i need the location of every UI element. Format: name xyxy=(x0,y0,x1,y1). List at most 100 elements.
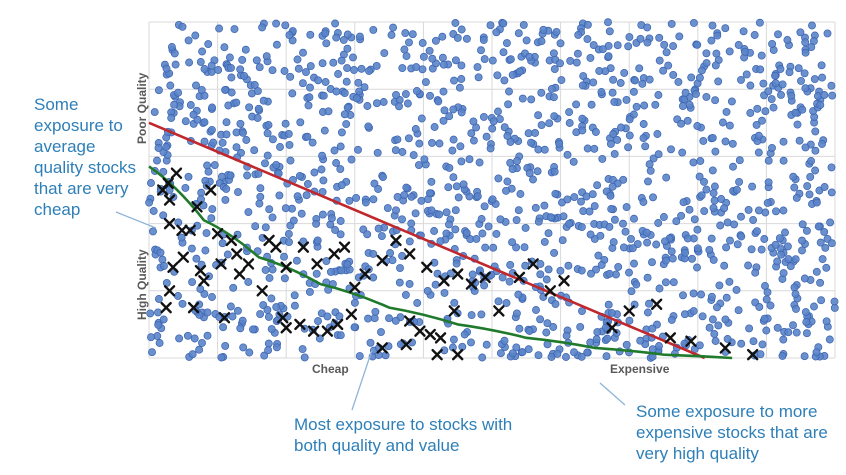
universe-point xyxy=(210,161,219,170)
selected-stock-x xyxy=(294,318,306,331)
universe-point xyxy=(272,19,281,28)
universe-point xyxy=(820,183,829,191)
universe-point xyxy=(260,351,269,360)
universe-point xyxy=(781,228,789,237)
universe-point xyxy=(593,181,602,190)
universe-point xyxy=(153,332,162,340)
universe-point xyxy=(488,124,497,133)
universe-point xyxy=(155,339,164,347)
universe-point xyxy=(450,298,459,307)
selected-stock-x xyxy=(623,305,635,317)
universe-point xyxy=(789,321,797,330)
universe-point xyxy=(583,35,592,44)
universe-point xyxy=(677,211,686,220)
universe-point xyxy=(636,34,645,43)
universe-point xyxy=(500,76,509,85)
universe-point xyxy=(253,87,262,96)
universe-point xyxy=(811,127,820,136)
universe-point xyxy=(696,157,705,165)
universe-point xyxy=(587,100,596,109)
universe-point xyxy=(827,188,836,197)
universe-point xyxy=(549,93,558,102)
universe-point xyxy=(753,227,761,236)
universe-point xyxy=(732,285,741,294)
universe-point xyxy=(515,324,524,333)
universe-point xyxy=(602,352,611,361)
universe-point xyxy=(725,121,734,130)
universe-point xyxy=(340,89,349,98)
universe-point xyxy=(400,45,409,54)
universe-point xyxy=(261,159,269,168)
selected-stock-x xyxy=(277,311,289,324)
universe-point xyxy=(566,56,575,65)
universe-point xyxy=(710,330,719,338)
callout-line-left xyxy=(115,211,157,229)
universe-point xyxy=(733,240,742,249)
universe-point xyxy=(792,304,800,313)
selected-stock-x xyxy=(421,261,433,273)
universe-point xyxy=(565,219,574,228)
universe-point xyxy=(776,65,785,73)
universe-point xyxy=(166,81,175,90)
universe-point xyxy=(154,320,163,329)
universe-point xyxy=(355,87,364,96)
universe-point xyxy=(816,101,825,109)
universe-point xyxy=(748,182,757,191)
universe-point xyxy=(268,213,277,222)
universe-point xyxy=(583,144,592,153)
universe-point xyxy=(467,338,475,347)
universe-point xyxy=(699,136,708,145)
universe-point xyxy=(524,129,533,138)
universe-point xyxy=(297,209,306,218)
selected-stock-x xyxy=(187,301,200,314)
universe-point xyxy=(707,234,716,243)
universe-point xyxy=(227,88,236,97)
universe-point xyxy=(649,154,658,163)
universe-point xyxy=(477,215,486,223)
universe-point xyxy=(469,117,478,126)
universe-point xyxy=(693,244,702,253)
universe-point xyxy=(707,36,716,45)
universe-point xyxy=(149,207,158,215)
universe-point xyxy=(167,114,176,122)
selected-stock-x xyxy=(331,318,344,331)
universe-point xyxy=(369,25,378,34)
universe-point xyxy=(645,299,653,308)
universe-point xyxy=(428,54,437,63)
universe-point xyxy=(201,246,210,255)
universe-point xyxy=(539,25,548,34)
universe-point xyxy=(620,68,629,77)
universe-point xyxy=(790,283,799,292)
universe-point xyxy=(632,280,641,289)
selected-stock-x xyxy=(205,184,217,196)
universe-point xyxy=(493,71,502,80)
selected-stock-x xyxy=(194,264,207,277)
universe-point xyxy=(295,171,304,180)
universe-point xyxy=(639,134,648,143)
universe-point xyxy=(643,308,652,317)
universe-point xyxy=(708,21,717,30)
universe-point xyxy=(379,173,387,182)
universe-point xyxy=(405,237,414,246)
universe-point xyxy=(518,94,527,103)
universe-point xyxy=(721,24,730,33)
universe-point xyxy=(644,177,652,186)
universe-point xyxy=(505,277,514,286)
universe-point xyxy=(516,190,525,198)
universe-point xyxy=(737,212,745,221)
universe-point xyxy=(768,143,776,152)
universe-point xyxy=(331,19,340,28)
universe-point xyxy=(221,195,230,204)
universe-point xyxy=(207,61,216,70)
universe-point xyxy=(807,157,816,165)
universe-point xyxy=(661,278,670,287)
universe-point xyxy=(722,243,731,252)
universe-point xyxy=(709,203,718,212)
universe-point xyxy=(234,188,242,197)
universe-point xyxy=(638,79,647,88)
universe-point xyxy=(230,25,239,34)
universe-point xyxy=(401,90,410,99)
universe-point xyxy=(512,309,521,318)
universe-point xyxy=(514,29,523,38)
universe-point xyxy=(445,163,454,172)
